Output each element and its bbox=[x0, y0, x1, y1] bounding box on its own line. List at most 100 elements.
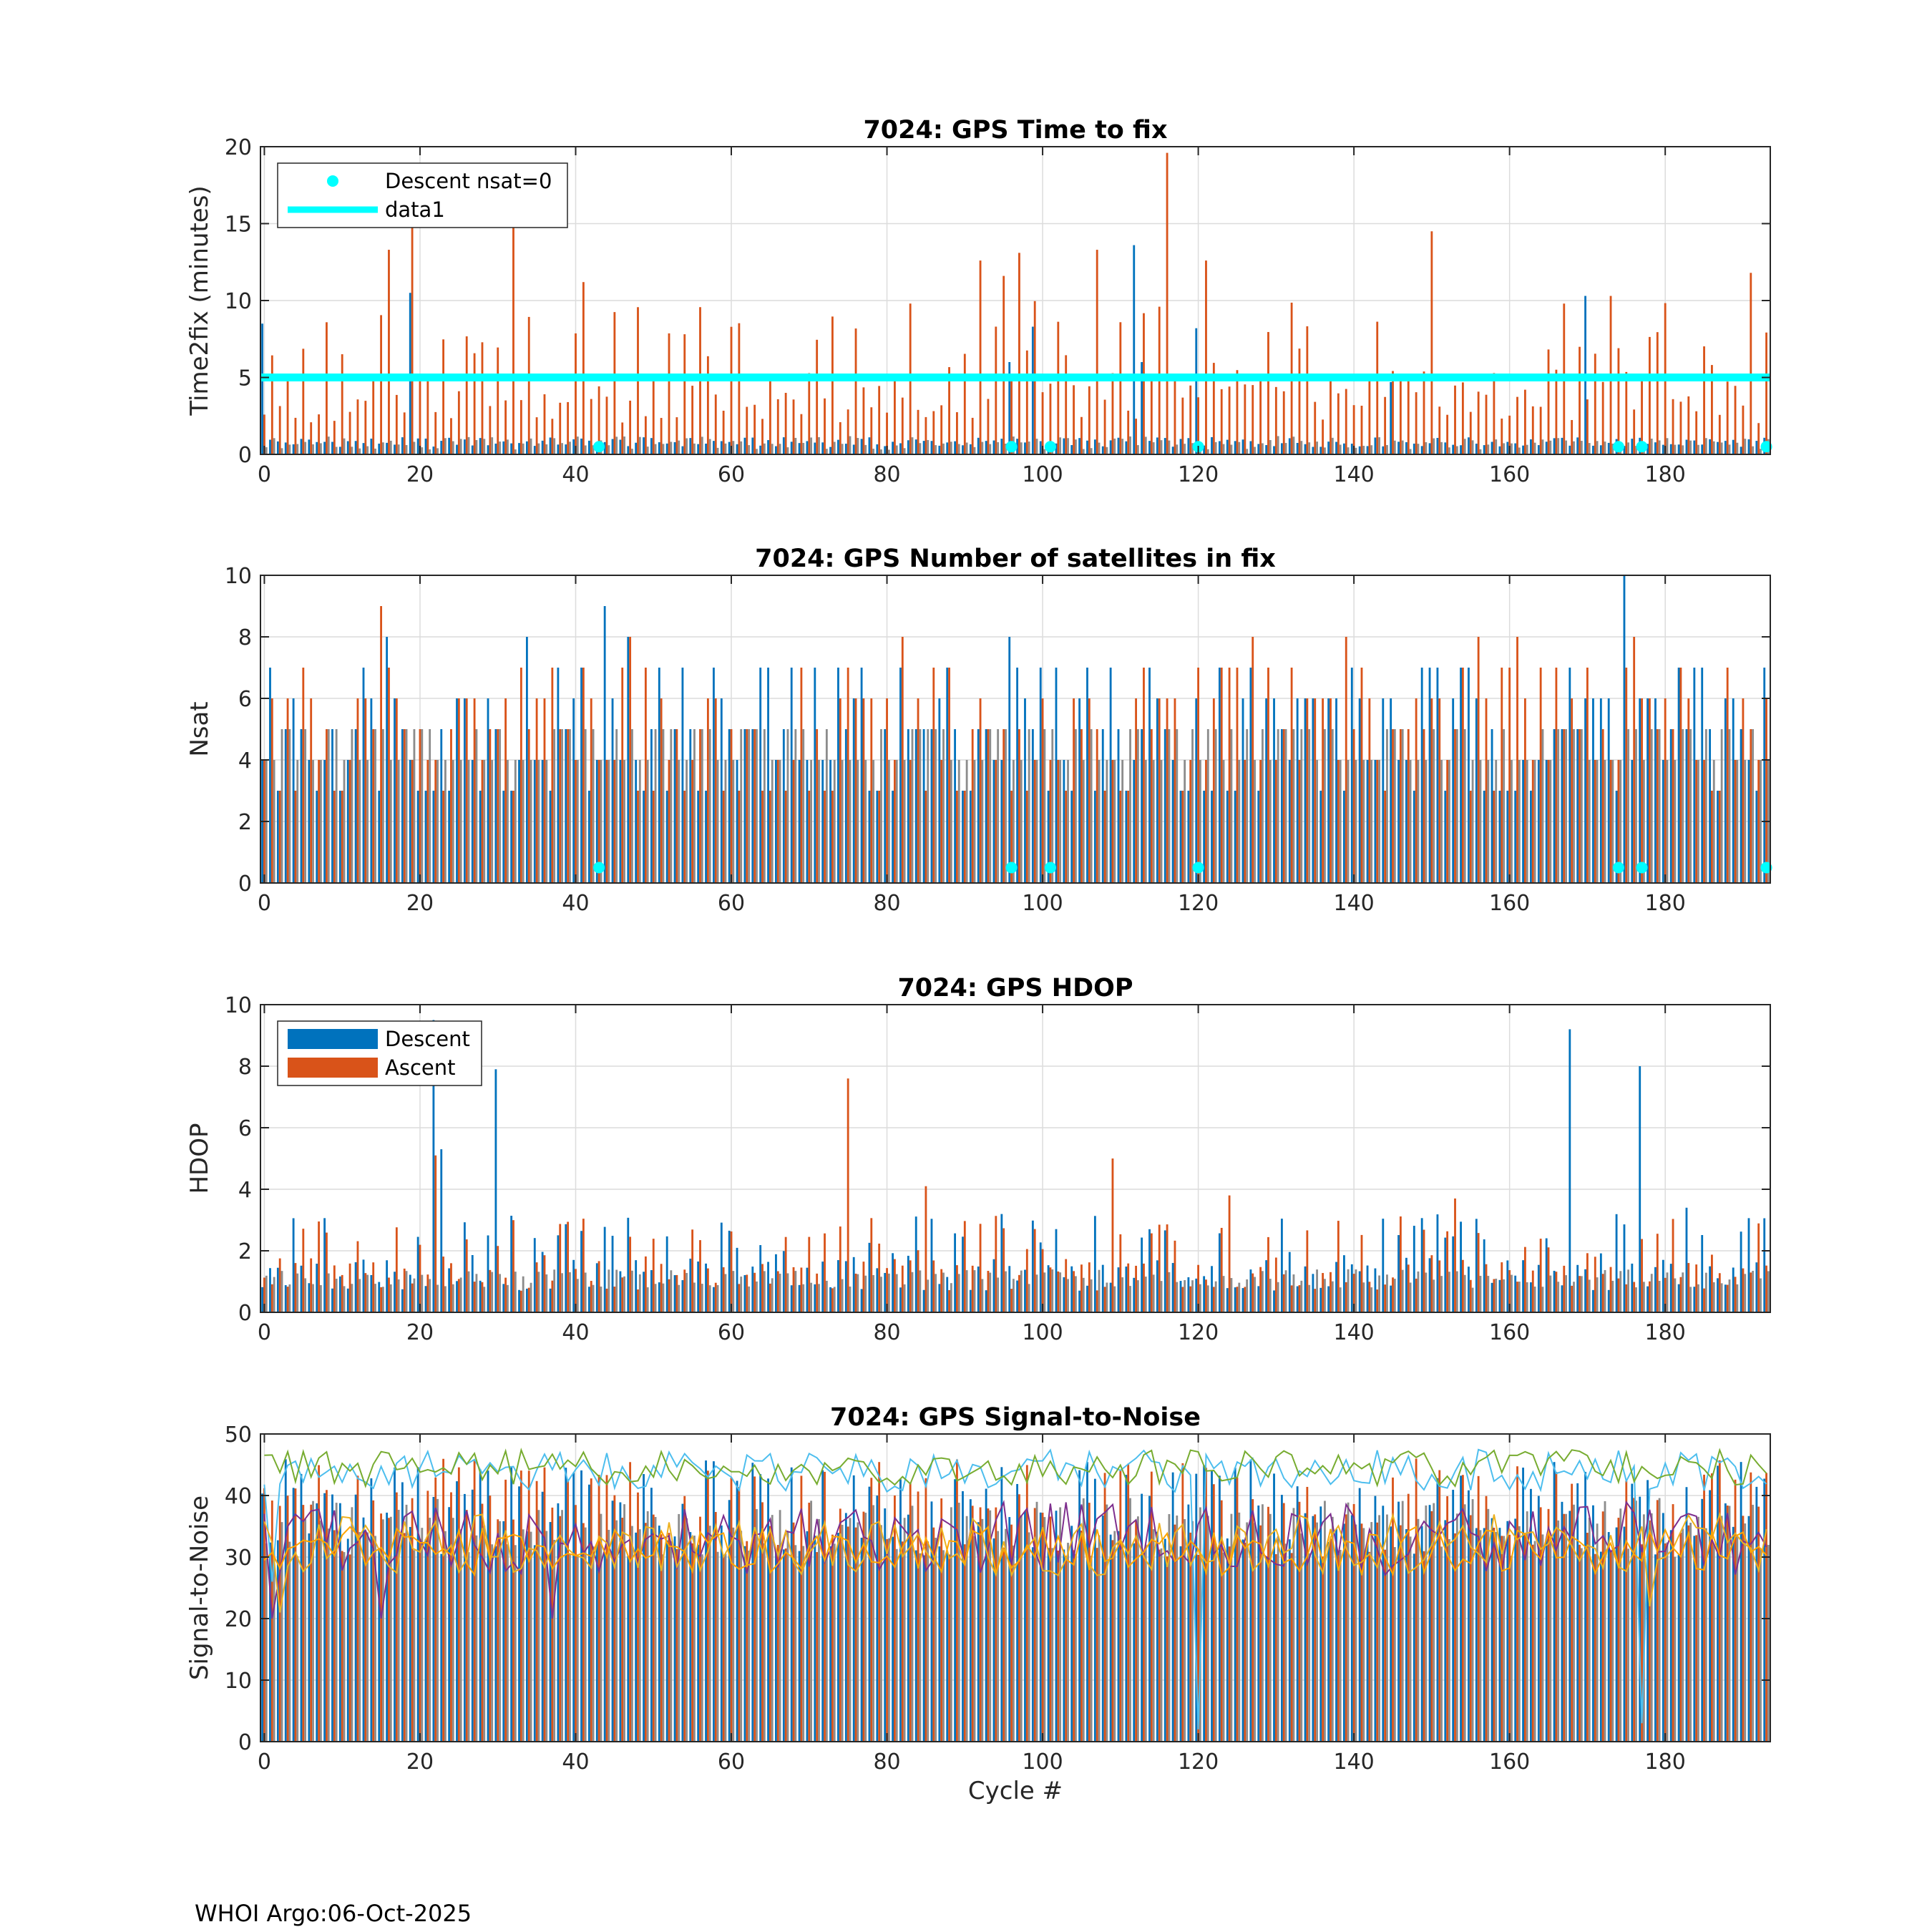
ascent-bar bbox=[963, 1221, 966, 1312]
ascent-bar bbox=[1633, 1498, 1636, 1742]
gray-bar bbox=[444, 1531, 447, 1742]
ascent-bar bbox=[1547, 1508, 1550, 1742]
gray-bar bbox=[965, 442, 968, 454]
descent-bar bbox=[1498, 791, 1501, 883]
ascent-bar bbox=[411, 1283, 414, 1312]
gray-bar bbox=[670, 1541, 673, 1742]
gray-bar bbox=[919, 729, 922, 883]
gray-bar bbox=[444, 760, 447, 883]
gray-bar bbox=[265, 1275, 268, 1312]
descent-bar bbox=[643, 791, 645, 883]
ascent-bar bbox=[761, 791, 763, 883]
gray-bar bbox=[343, 1552, 346, 1742]
ascent-bar bbox=[372, 1500, 375, 1742]
gray-bar bbox=[895, 445, 898, 454]
ascent-bar bbox=[1523, 1246, 1526, 1312]
x-tick-label: 60 bbox=[718, 891, 745, 916]
ascent-bar bbox=[839, 1226, 841, 1312]
descent-bar bbox=[1086, 1462, 1088, 1742]
ascent-bar bbox=[270, 1284, 273, 1312]
descent-bar bbox=[1717, 441, 1719, 454]
ascent-bar bbox=[1695, 1264, 1698, 1312]
descent-bar bbox=[572, 1259, 575, 1312]
descent-bar bbox=[487, 1470, 489, 1742]
gray-bar bbox=[327, 1273, 330, 1312]
descent-bar bbox=[1343, 791, 1345, 883]
gray-bar bbox=[1277, 1536, 1279, 1742]
ascent-bar bbox=[963, 1544, 966, 1742]
gray-bar bbox=[786, 1273, 789, 1312]
ascent-bar bbox=[489, 406, 492, 454]
ascent-bar bbox=[1150, 1471, 1153, 1742]
gray-bar bbox=[1557, 1282, 1560, 1312]
ascent-bar bbox=[1103, 1473, 1106, 1742]
gray-bar bbox=[421, 447, 424, 454]
descent-bar bbox=[1148, 441, 1151, 454]
ascent-bar bbox=[326, 322, 328, 454]
descent-bar bbox=[354, 1494, 357, 1742]
ascent-bar bbox=[270, 698, 273, 883]
gray-bar bbox=[1300, 729, 1303, 883]
gray-bar bbox=[608, 760, 610, 883]
ascent-bar bbox=[1010, 791, 1013, 883]
ascent-bar bbox=[1523, 389, 1526, 454]
descent-bar bbox=[1460, 1221, 1462, 1312]
descent-bar bbox=[1093, 1478, 1096, 1742]
gray-bar bbox=[1121, 1277, 1124, 1312]
gray-bar bbox=[1206, 729, 1209, 883]
descent-bar bbox=[930, 1219, 933, 1312]
gray-bar bbox=[1557, 1520, 1560, 1742]
ascent-bar bbox=[1625, 668, 1628, 883]
ascent-bar bbox=[824, 791, 826, 883]
ascent-bar bbox=[1010, 380, 1013, 454]
descent-bar bbox=[728, 441, 731, 454]
descent-bar bbox=[1109, 1534, 1112, 1742]
descent-bar bbox=[992, 1538, 995, 1742]
descent-bar bbox=[1366, 1265, 1369, 1312]
ascent-bar bbox=[675, 417, 678, 454]
descent-bar bbox=[930, 729, 933, 883]
descent-bar bbox=[338, 1503, 341, 1742]
gray-bar bbox=[841, 1524, 844, 1742]
ascent-bar bbox=[683, 1496, 686, 1742]
ascent-bar bbox=[1508, 1270, 1511, 1312]
gray-bar bbox=[1760, 449, 1762, 454]
ascent-bar bbox=[613, 760, 616, 883]
descent-bar bbox=[1428, 1258, 1431, 1312]
ascent-bar bbox=[1360, 1234, 1363, 1312]
gray-bar bbox=[1455, 446, 1458, 454]
ascent-bar bbox=[1306, 326, 1309, 454]
ascent-bar bbox=[567, 1479, 570, 1742]
gray-bar bbox=[1098, 1535, 1101, 1742]
gray-bar bbox=[1526, 1282, 1528, 1312]
descent-bar bbox=[1397, 441, 1400, 454]
descent-bar bbox=[394, 698, 396, 883]
nsat-zero-marker bbox=[1612, 441, 1624, 453]
ascent-bar bbox=[575, 1505, 577, 1742]
x-tick-label: 0 bbox=[258, 1320, 271, 1345]
gray-bar bbox=[475, 1535, 478, 1742]
gray-bar bbox=[1028, 1532, 1030, 1742]
ascent-bar bbox=[326, 1232, 328, 1312]
ascent-bar bbox=[621, 422, 624, 454]
ascent-bar bbox=[551, 1507, 554, 1742]
gray-bar bbox=[708, 1285, 711, 1312]
descent-bar bbox=[1016, 439, 1019, 454]
descent-bar bbox=[1218, 441, 1221, 454]
descent-bar bbox=[619, 439, 622, 454]
descent-bar bbox=[1545, 760, 1548, 883]
gray-bar bbox=[381, 1519, 384, 1742]
descent-bar bbox=[1047, 1548, 1050, 1742]
ascent-bar bbox=[1392, 729, 1394, 883]
descent-bar bbox=[1631, 1483, 1634, 1742]
descent-bar bbox=[1358, 1488, 1361, 1742]
gray-bar bbox=[265, 1543, 268, 1742]
gray-bar bbox=[1113, 1286, 1116, 1312]
descent-bar bbox=[643, 1474, 645, 1742]
descent-bar bbox=[751, 1463, 754, 1742]
ascent-bar bbox=[504, 400, 507, 454]
ascent-bar bbox=[1127, 1463, 1130, 1742]
ascent-bar bbox=[333, 1265, 336, 1312]
descent-bar bbox=[471, 760, 474, 883]
ascent-bar bbox=[1103, 399, 1106, 454]
